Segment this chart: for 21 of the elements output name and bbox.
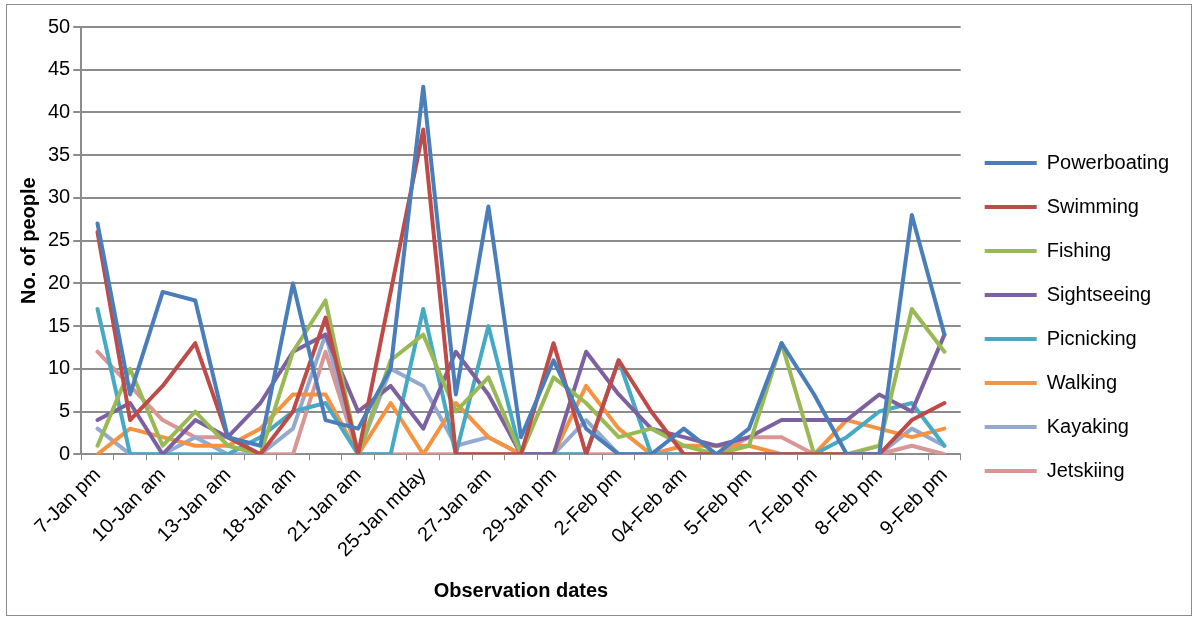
y-tick-label: 10 xyxy=(48,356,71,379)
x-axis-title: Observation dates xyxy=(433,578,609,601)
y-tick-label: 30 xyxy=(48,185,71,208)
y-tick-label: 25 xyxy=(48,228,71,251)
y-tick-label: 40 xyxy=(48,99,71,122)
y-axis-title: No. of people xyxy=(16,177,39,304)
legend-label: Picnicking xyxy=(1046,326,1137,349)
y-tick-label: 45 xyxy=(48,57,71,80)
y-tick-label: 50 xyxy=(48,14,71,37)
y-tick-label: 0 xyxy=(59,441,71,464)
legend-label: Jetskiing xyxy=(1046,458,1125,481)
legend-label: Fishing xyxy=(1046,238,1112,261)
legend-label: Walking xyxy=(1046,370,1118,393)
legend-label: Kayaking xyxy=(1046,414,1129,437)
y-tick-label: 5 xyxy=(59,399,71,422)
y-tick-label: 15 xyxy=(48,313,71,336)
legend-label: Sightseeing xyxy=(1046,282,1152,305)
legend-label: Swimming xyxy=(1046,194,1139,217)
y-tick-label: 20 xyxy=(48,270,71,293)
legend-label: Powerboating xyxy=(1046,150,1170,173)
y-tick-label: 35 xyxy=(48,142,71,165)
